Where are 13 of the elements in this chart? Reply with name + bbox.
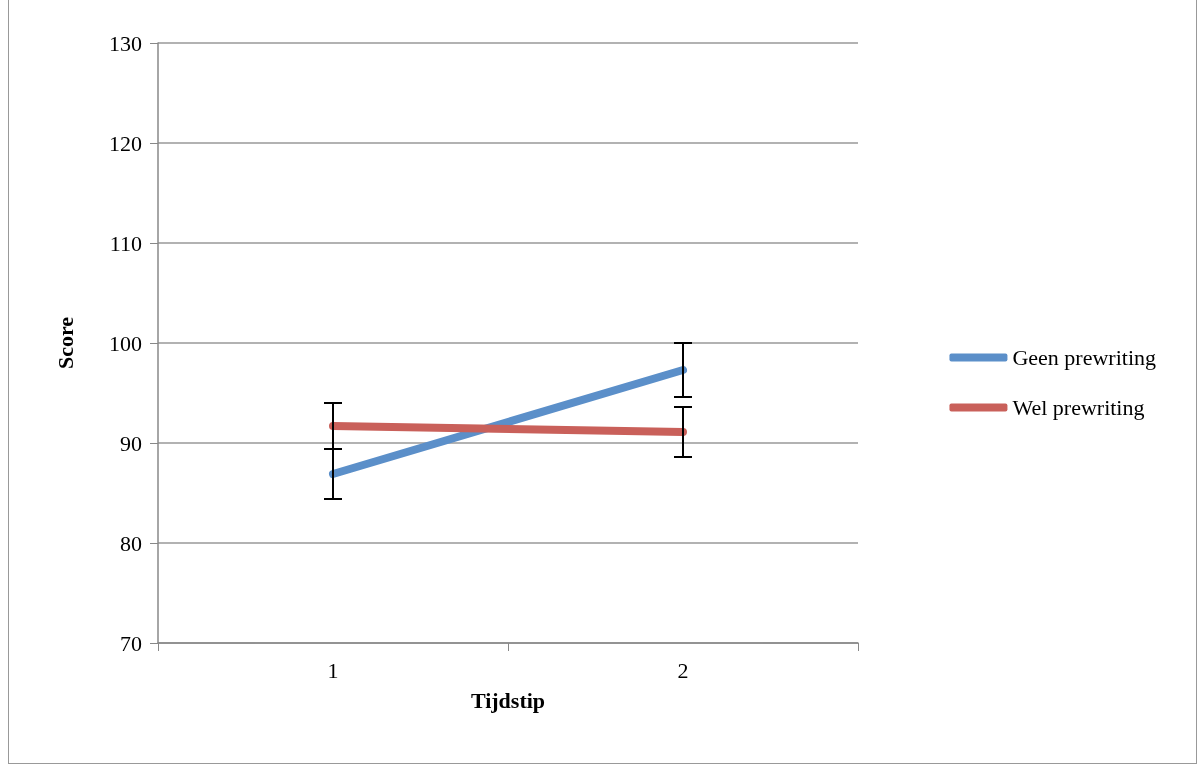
legend-label: Wel prewriting — [1012, 395, 1145, 420]
y-tick-label: 100 — [109, 330, 142, 356]
y-tick-label: 130 — [109, 30, 142, 56]
x-axis-title: Tijdstip — [470, 687, 546, 713]
y-tick-label: 120 — [109, 130, 142, 156]
x-tick-label: 2 — [677, 657, 689, 683]
y-tick-label: 70 — [120, 630, 142, 656]
y-tick-label: 90 — [120, 430, 142, 456]
y-tick-label: 110 — [109, 230, 142, 256]
y-axis-title: Score — [52, 316, 78, 370]
y-tick-label: 80 — [120, 530, 142, 556]
legend-label: Geen prewriting — [1012, 345, 1156, 370]
x-tick-label: 1 — [327, 657, 339, 683]
